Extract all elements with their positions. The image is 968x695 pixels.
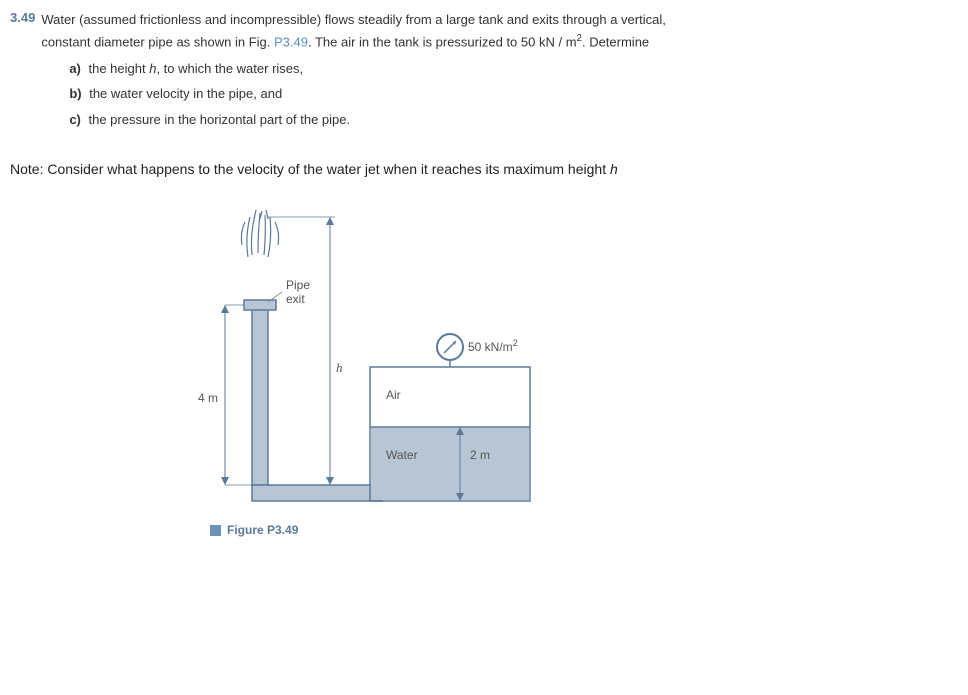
figure-container: Pipe exit h 4 m Air Water 2 m 50 kN/m2 F… xyxy=(190,207,570,537)
label-pipe-exit-2: exit xyxy=(286,292,305,306)
text-line2b: . The air in the tank is pressurized to … xyxy=(308,34,577,49)
note-line: Note: Consider what happens to the veloc… xyxy=(10,161,958,177)
dimension-4m xyxy=(221,305,252,485)
label-4m: 4 m xyxy=(198,391,218,405)
text-a: the height xyxy=(89,61,150,76)
problem-number: 3.49 xyxy=(10,10,35,25)
label-pipe-exit-1: Pipe xyxy=(286,278,310,292)
text-line2c: . Determine xyxy=(582,34,649,49)
text-b: the water velocity in the pipe, and xyxy=(89,86,282,101)
note-prefix: Note: Consider what happens to the veloc… xyxy=(10,161,610,177)
label-b: b) xyxy=(69,86,81,101)
label-2m: 2 m xyxy=(470,448,490,462)
text-c: the pressure in the horizontal part of t… xyxy=(89,112,351,127)
fig-ref: P3.49 xyxy=(274,34,308,49)
note-var-h: h xyxy=(610,161,618,177)
label-h: h xyxy=(336,360,343,375)
label-water: Water xyxy=(386,448,418,462)
label-air: Air xyxy=(386,388,401,402)
caption-text: Figure P3.49 xyxy=(227,523,298,537)
label-c: c) xyxy=(69,112,81,127)
sub-item-a: a) the height h, to which the water rise… xyxy=(69,59,666,79)
figure-svg: Pipe exit h 4 m Air Water 2 m 50 kN/m2 xyxy=(190,207,570,537)
dimension-h xyxy=(268,217,335,485)
label-pressure: 50 kN/m2 xyxy=(468,338,518,354)
pressure-gauge xyxy=(437,334,463,367)
text-line1: Water (assumed frictionless and incompre… xyxy=(41,12,666,27)
sub-list: a) the height h, to which the water rise… xyxy=(69,59,666,130)
problem-header: 3.49 Water (assumed frictionless and inc… xyxy=(10,10,958,135)
sub-item-c: c) the pressure in the horizontal part o… xyxy=(69,110,666,130)
caption-square-icon xyxy=(210,525,221,536)
figure-caption: Figure P3.49 xyxy=(210,523,298,537)
horizontal-pipe xyxy=(252,485,382,501)
vertical-pipe xyxy=(244,300,276,485)
problem-text: Water (assumed frictionless and incompre… xyxy=(41,10,666,135)
sub-item-b: b) the water velocity in the pipe, and xyxy=(69,84,666,104)
label-a: a) xyxy=(69,61,81,76)
text-line2a: constant diameter pipe as shown in Fig. xyxy=(41,34,274,49)
text-a2: , to which the water rises, xyxy=(156,61,303,76)
